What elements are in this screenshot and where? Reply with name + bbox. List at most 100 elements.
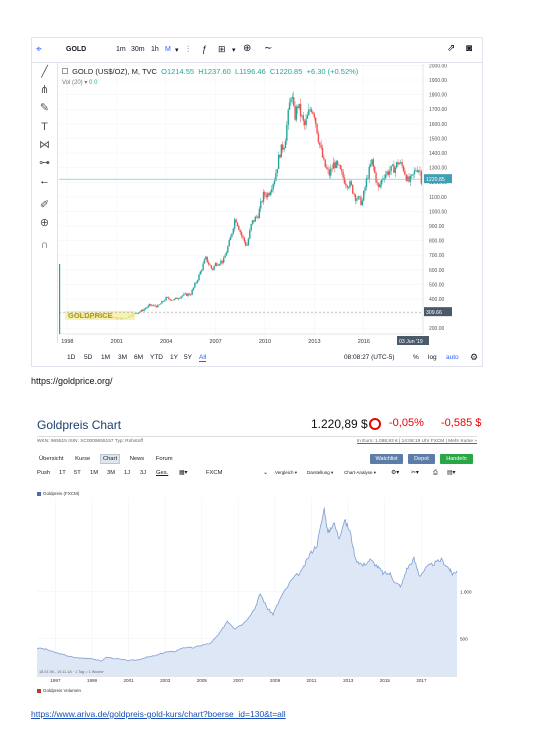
time-display[interactable]: 08:08:27 (UTC-5) — [344, 354, 395, 361]
x-tick-label: 2016 — [358, 339, 370, 345]
settings-icon[interactable]: ⚙▾ — [391, 470, 400, 476]
brush-icon[interactable]: ✎ — [39, 102, 50, 114]
range-6m[interactable]: 6M — [134, 354, 144, 361]
range-1d[interactable]: 1D — [67, 354, 76, 361]
arrow-left-icon[interactable]: ← — [39, 175, 50, 187]
candles-icon[interactable]: ⫶ — [187, 44, 190, 54]
watchlist-button[interactable]: Watchlist — [370, 454, 403, 464]
measure-icon[interactable]: ⊶ — [39, 157, 50, 169]
tf-3j[interactable]: 3J — [140, 470, 147, 476]
candle-body — [247, 238, 250, 246]
scissors-icon[interactable]: ✂▾ — [411, 470, 419, 476]
candle-body — [346, 185, 348, 188]
range-1m[interactable]: 1M — [101, 354, 111, 361]
candle-body — [144, 308, 147, 310]
candle-body — [343, 177, 346, 184]
candle-body — [378, 183, 380, 188]
candle-body — [147, 305, 149, 308]
add-compare-icon[interactable]: ⊕ — [243, 43, 252, 54]
candle-body — [384, 174, 387, 179]
pattern-icon[interactable]: ⋈ — [39, 139, 50, 151]
candle-body — [148, 304, 151, 306]
tf-push[interactable]: Push — [37, 470, 51, 476]
legend-volume-label: Goldpreis Volumen — [43, 688, 82, 693]
auto-toggle[interactable]: auto — [446, 354, 459, 361]
nav-kurse[interactable]: Kurse — [75, 456, 91, 462]
tf-gesamt[interactable]: Ges. — [156, 470, 169, 476]
handeln-button[interactable]: Handeln — [440, 454, 473, 464]
candle-body — [338, 164, 340, 166]
chartanalyse-dropdown[interactable]: Chart-Analyse ▾ — [344, 470, 377, 475]
nav-uebersicht[interactable]: Übersicht — [39, 456, 64, 462]
magnet-icon[interactable]: ∩ — [40, 239, 49, 251]
range-5y[interactable]: 5Y — [184, 354, 192, 361]
interval-monthly[interactable]: M — [165, 46, 171, 53]
range-5d[interactable]: 5D — [84, 354, 93, 361]
meta-euro-link[interactable]: In Euro: 1.088,93 € | 14:08:19 Uhr FXCM … — [356, 439, 477, 444]
nav-chart[interactable]: Chart — [99, 454, 121, 464]
ariva-price-chart[interactable]: 1997 1999 2001 2003 2005 2007 2009 2011 2013 2015… — [37, 498, 481, 688]
tf-1m[interactable]: 1M — [90, 470, 99, 476]
candle-body — [380, 180, 383, 185]
y-tick-label: 1200.00 — [429, 180, 447, 186]
tf-1t[interactable]: 1T — [59, 470, 66, 476]
y-tick-label: 1000.00 — [429, 209, 447, 215]
range-ytd[interactable]: YTD — [150, 354, 163, 361]
candle-body — [303, 120, 306, 126]
chevron-down-icon[interactable]: ▾ — [84, 80, 90, 86]
print-icon[interactable]: ⎙ — [433, 470, 438, 476]
gear-icon[interactable]: ⚙ — [470, 352, 479, 362]
candle-body — [238, 225, 240, 231]
zoom-icon[interactable]: ⊕ — [39, 217, 50, 229]
camera-icon[interactable]: ◙ — [466, 43, 473, 54]
y-tick-label: 1.000 — [460, 590, 472, 595]
log-toggle[interactable]: log — [428, 354, 437, 361]
interval-1m[interactable]: 1m — [116, 46, 126, 53]
chevron-down-icon[interactable]: ⌄ — [263, 470, 268, 476]
candle-body — [249, 230, 251, 239]
candle-body — [293, 97, 295, 106]
depot-button[interactable]: Depot — [408, 454, 435, 464]
chevron-down-icon[interactable]: ▾ — [175, 47, 179, 54]
candle-body — [194, 283, 196, 288]
line-tool-icon[interactable]: ∼ — [264, 43, 273, 54]
x-tick-label: 2001 — [111, 339, 123, 345]
range-3m[interactable]: 3M — [118, 354, 128, 361]
crosshair-icon[interactable]: ⌖ — [36, 44, 42, 55]
candle-body — [273, 180, 276, 185]
tf-1j[interactable]: 1J — [124, 470, 131, 476]
tf-3m[interactable]: 3M — [107, 470, 116, 476]
source-select[interactable]: FXCM — [206, 470, 223, 476]
save-icon[interactable]: ▤▾ — [447, 470, 456, 476]
candle-body — [150, 304, 152, 306]
range-all[interactable]: All — [199, 354, 207, 362]
candle-body — [416, 170, 418, 172]
chevron-down-icon[interactable]: ▾ — [232, 47, 236, 54]
candle-body — [332, 162, 335, 169]
trendline-icon[interactable]: ╱ — [41, 66, 48, 78]
symbol-search[interactable]: GOLD — [66, 46, 87, 53]
ruler-icon[interactable]: ✐ — [39, 199, 50, 211]
darstellung-dropdown[interactable]: Darstellung ▾ — [307, 470, 334, 475]
ariva-url[interactable]: https://www.ariva.de/goldpreis-gold-kurs… — [31, 709, 286, 719]
percent-toggle[interactable]: % — [413, 354, 419, 361]
candle-body — [137, 312, 140, 314]
legend-price-label: Goldpreis (FXCM) — [43, 491, 80, 496]
candle-body — [202, 263, 204, 270]
interval-1h[interactable]: 1h — [151, 46, 159, 53]
compare-icon[interactable]: ⊞ — [218, 44, 226, 54]
text-icon[interactable]: T — [41, 121, 48, 133]
interval-30m[interactable]: 30m — [131, 46, 145, 53]
legend-swatch — [37, 491, 41, 496]
candle-body — [409, 175, 412, 182]
indicators-icon[interactable]: ƒ — [202, 44, 208, 54]
share-icon[interactable]: ⇗ — [447, 43, 456, 54]
nav-news[interactable]: News — [129, 456, 145, 462]
range-1y[interactable]: 1Y — [170, 354, 178, 361]
calendar-icon[interactable]: ▦▾ — [179, 470, 188, 476]
tf-5t[interactable]: 5T — [74, 470, 81, 476]
nav-forum[interactable]: Forum — [155, 456, 173, 462]
pitchfork-icon[interactable]: ⋔ — [39, 84, 50, 96]
vergleich-dropdown[interactable]: Vergleich ▾ — [275, 470, 298, 475]
tv-price-chart[interactable]: 200.00300.00400.00500.00600.00700.00800.… — [59, 64, 455, 346]
